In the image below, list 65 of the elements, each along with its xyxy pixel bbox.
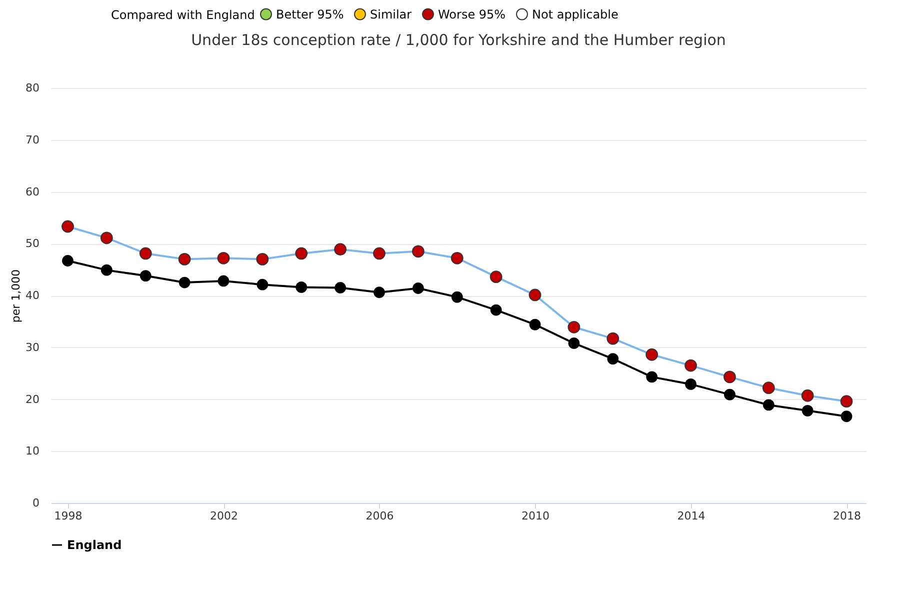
y-tick-label: 80 (26, 82, 40, 94)
x-tick-label: 2002 (210, 510, 238, 522)
point (490, 270, 502, 284)
y-tick-label: 50 (26, 237, 40, 250)
point (528, 288, 542, 302)
point (684, 359, 697, 372)
point (451, 291, 463, 303)
legend-label: Better 95% (276, 7, 344, 22)
point (568, 320, 580, 334)
legend-label: Worse 95% (438, 7, 506, 22)
point (62, 220, 74, 233)
point (607, 353, 619, 364)
point (762, 382, 775, 394)
y-tick-label: 70 (26, 133, 40, 146)
point (296, 282, 308, 293)
y-tick-label: 20 (26, 392, 40, 406)
point (374, 286, 385, 298)
point (685, 378, 696, 390)
y-axis-title: per 1,000 (10, 269, 23, 323)
legend-label: England (67, 538, 122, 552)
point (100, 232, 113, 244)
y-tick-label: 0 (32, 496, 40, 510)
legend-title: Compared with England (111, 8, 255, 22)
point (646, 371, 658, 383)
x-tick-label: 2014 (677, 510, 706, 522)
y-tick-label: 10 (26, 444, 40, 458)
legend-label: Similar (370, 7, 412, 22)
point (646, 348, 658, 361)
point (218, 275, 230, 287)
chart-title: Under 18s conception rate / 1,000 for Yorkshire and the Humber region (191, 31, 726, 49)
point (606, 332, 620, 345)
x-tick-label: 2018 (833, 510, 862, 522)
point (256, 278, 268, 290)
point (412, 282, 424, 294)
x-tick-label: 2006 (366, 510, 394, 522)
y-tick-label: 60 (26, 185, 40, 198)
point (490, 304, 502, 316)
x-tick-label: 2010 (522, 510, 550, 522)
legend-label: Not applicable (532, 7, 618, 22)
point (840, 395, 853, 408)
point (178, 276, 190, 288)
point (801, 389, 814, 402)
point (256, 253, 269, 266)
x-tick-label: 1998 (54, 510, 82, 522)
point (217, 252, 230, 264)
point (139, 247, 152, 260)
point (568, 338, 580, 349)
point (373, 247, 386, 260)
point (62, 255, 74, 266)
point (840, 410, 852, 422)
point (724, 370, 736, 384)
point (762, 399, 774, 411)
point (334, 282, 346, 294)
point (100, 264, 112, 276)
point (529, 318, 541, 330)
point (334, 243, 347, 256)
y-tick-label: 40 (26, 289, 40, 302)
point (412, 245, 424, 258)
point (802, 404, 814, 416)
point (450, 252, 464, 264)
point (178, 253, 191, 266)
y-tick-label: 30 (26, 340, 40, 354)
point (140, 270, 152, 282)
point (295, 247, 308, 260)
point (724, 388, 736, 400)
